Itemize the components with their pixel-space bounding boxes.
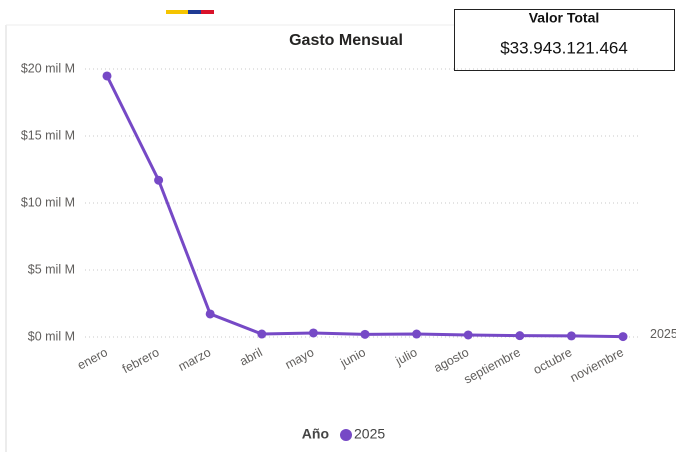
point: [515, 331, 525, 341]
point: [412, 329, 422, 339]
chart-title: Gasto Mensual: [289, 32, 403, 49]
x-tick-label: junio: [337, 345, 368, 370]
x-tick-label: febrero: [120, 345, 162, 376]
point: [463, 330, 473, 340]
point: [566, 331, 576, 341]
x-tick-label: agosto: [431, 345, 471, 375]
y-tick-label: $10 mil M: [21, 195, 75, 209]
x-tick-label: mayo: [283, 345, 317, 372]
y-tick-label: $0 mil M: [28, 329, 75, 343]
flag-yellow: [166, 10, 188, 14]
x-tick-label: enero: [75, 345, 110, 372]
card-title: Valor Total: [529, 10, 600, 26]
x-tick-label: septiembre: [462, 345, 523, 386]
card-value: $33.943.121.464: [500, 38, 628, 57]
point: [154, 175, 164, 185]
point: [205, 309, 215, 319]
point: [257, 329, 267, 339]
x-tick-label: noviembre: [568, 345, 626, 385]
series-end-label: 2025: [650, 327, 676, 341]
point: [618, 332, 628, 342]
y-tick-label: $5 mil M: [28, 262, 75, 276]
card: [454, 9, 675, 71]
x-tick-label: abril: [237, 345, 264, 368]
y-tick-label: $20 mil M: [21, 61, 75, 75]
legend-label: 2025: [354, 426, 385, 442]
point: [308, 328, 318, 338]
legend-marker: [340, 429, 352, 441]
x-tick-label: marzo: [176, 345, 213, 374]
flag-red: [201, 10, 214, 14]
x-tick-label: julio: [392, 345, 419, 368]
y-tick-label: $15 mil M: [21, 128, 75, 142]
line: [105, 75, 624, 339]
point: [102, 71, 112, 81]
point: [360, 329, 370, 339]
flag-blue: [188, 10, 201, 14]
legend-title: Año: [302, 426, 329, 442]
